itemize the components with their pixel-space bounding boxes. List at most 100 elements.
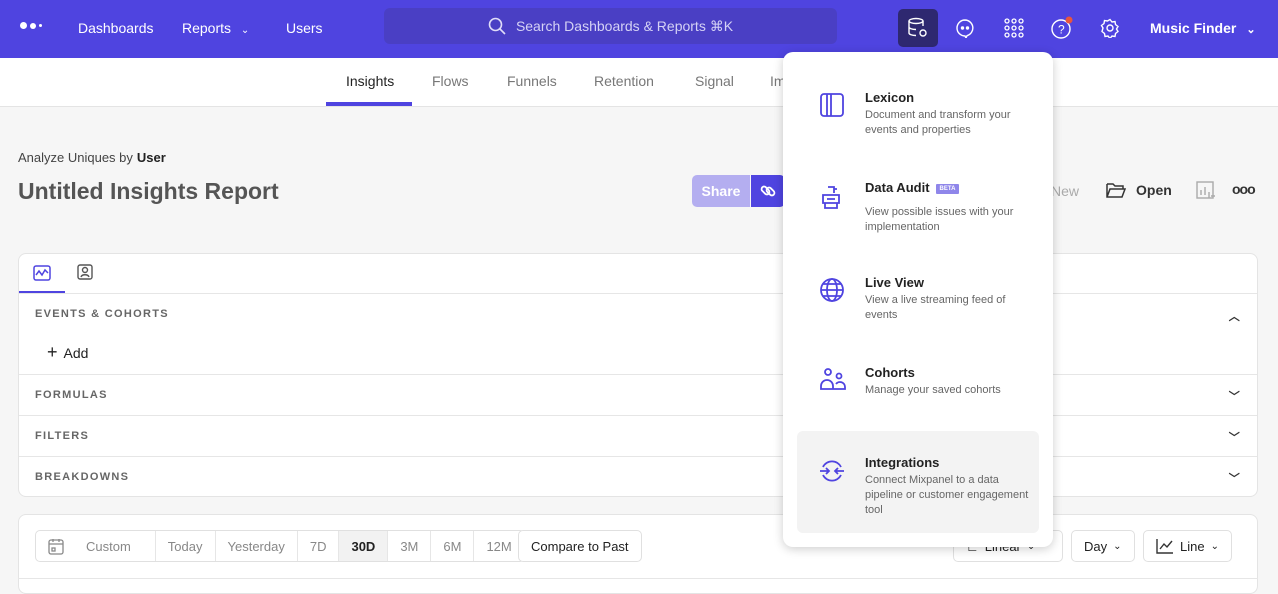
- menu-item-cohorts[interactable]: Cohorts Manage your saved cohorts: [797, 357, 1039, 427]
- data-management-menu: Lexicon Document and transform your even…: [783, 52, 1053, 547]
- globe-icon: [820, 278, 844, 302]
- range-3m[interactable]: 3M: [388, 531, 432, 561]
- link-icon: [760, 185, 776, 197]
- report-title[interactable]: Untitled Insights Report: [18, 178, 279, 204]
- settings-icon[interactable]: [1090, 9, 1130, 47]
- menu-item-title: Lexicon: [865, 90, 915, 105]
- menu-item-desc: View a live streaming feed of events: [865, 294, 1006, 321]
- open-button[interactable]: Open: [1106, 181, 1172, 199]
- chart-icon: [33, 264, 51, 281]
- menu-item-desc: Connect Mixpanel to a data pipeline or c…: [865, 474, 1029, 516]
- active-tab-indicator: [326, 102, 412, 106]
- chevron-down-icon: ﹀: [1228, 432, 1241, 444]
- users-icon: [820, 368, 846, 390]
- tab-insights[interactable]: Insights: [346, 73, 395, 89]
- range-custom[interactable]: Custom: [36, 531, 156, 561]
- svg-text:?: ?: [1058, 23, 1065, 37]
- nav-users[interactable]: Users: [286, 20, 323, 36]
- tab-metrics[interactable]: [19, 254, 65, 293]
- chevron-down-icon: ⌄: [240, 25, 250, 36]
- formulas-section[interactable]: FORMULAS ﹀: [19, 374, 1257, 415]
- open-label: Open: [1136, 182, 1172, 198]
- menu-item-title: Integrations: [865, 455, 940, 470]
- section-label: EVENTS & COHORTS: [35, 308, 169, 320]
- project-selector[interactable]: Music Finder ⌄: [1150, 20, 1256, 36]
- data-audit-icon: [822, 186, 840, 209]
- logo-icon[interactable]: [20, 22, 42, 29]
- section-label: FORMULAS: [35, 389, 108, 401]
- chevron-down-icon: ⌄: [1113, 540, 1122, 552]
- line-chart-icon: [1156, 539, 1173, 554]
- date-range-selector: Custom Today Yesterday 7D 30D 3M 6M 12M: [35, 530, 525, 562]
- menu-item-lexicon[interactable]: Lexicon Document and transform your even…: [797, 82, 1039, 152]
- nav-dashboards[interactable]: Dashboards: [78, 20, 154, 36]
- copy-link-button[interactable]: [751, 175, 785, 207]
- menu-item-live-view[interactable]: Live View View a live streaming feed of …: [797, 267, 1039, 337]
- interval-label: Day: [1084, 538, 1108, 554]
- search-placeholder: Search Dashboards & Reports ⌘K: [515, 17, 734, 34]
- chevron-down-icon: ﹀: [1228, 473, 1241, 485]
- nav-reports[interactable]: Reports ⌄: [182, 20, 249, 36]
- plus-icon: +: [47, 342, 58, 362]
- menu-item-desc: View possible issues with your implement…: [865, 206, 1014, 233]
- range-today[interactable]: Today: [156, 531, 216, 561]
- filters-section[interactable]: FILTERS ﹀: [19, 415, 1257, 456]
- more-options-icon[interactable]: ooo: [1232, 181, 1256, 197]
- section-label: BREAKDOWNS: [35, 471, 130, 483]
- tab-people[interactable]: [77, 264, 93, 285]
- help-icon[interactable]: ?: [1042, 9, 1082, 47]
- new-button[interactable]: New: [1051, 183, 1080, 199]
- tab-flows[interactable]: Flows: [432, 73, 469, 89]
- tab-signal[interactable]: Signal: [695, 73, 734, 89]
- menu-item-title: Data Audit BETA: [865, 180, 960, 195]
- analyze-value[interactable]: User: [136, 150, 166, 165]
- add-label: Add: [63, 345, 89, 361]
- menu-item-title-text: Data Audit: [865, 180, 930, 195]
- project-name: Music Finder: [1150, 20, 1237, 36]
- chevron-up-icon[interactable]: ︿: [1228, 311, 1241, 323]
- interval-selector[interactable]: Day ⌄: [1071, 530, 1135, 562]
- menu-item-data-audit[interactable]: Data Audit BETA View possible issues with…: [797, 172, 1039, 242]
- range-label: Custom: [86, 538, 131, 554]
- person-card-icon: [77, 264, 93, 280]
- chart-type-selector[interactable]: Line ⌄: [1143, 530, 1232, 562]
- menu-item-title: Cohorts: [865, 365, 915, 380]
- range-12m[interactable]: 12M: [486, 538, 512, 554]
- nav-reports-label: Reports: [182, 20, 232, 36]
- menu-item-desc: Manage your saved cohorts: [865, 384, 1001, 396]
- range-7d[interactable]: 7D: [298, 531, 340, 561]
- menu-item-desc: Document and transform your events and p…: [865, 109, 1011, 136]
- menu-item-integrations[interactable]: Integrations Connect Mixpanel to a data …: [797, 431, 1039, 533]
- search-input[interactable]: Search Dashboards & Reports ⌘K: [384, 8, 837, 44]
- analyze-label: Analyze Uniques by: [18, 150, 133, 165]
- analyze-by: Analyze Uniques by User: [18, 150, 166, 165]
- range-6m[interactable]: 6M: [431, 531, 475, 561]
- lexicon-icon: [820, 93, 844, 117]
- search-icon: [488, 17, 506, 35]
- data-management-icon[interactable]: [898, 9, 938, 47]
- share-button[interactable]: Share: [692, 175, 750, 207]
- chevron-down-icon: ⌄: [1246, 24, 1256, 36]
- top-bar: Dashboards Reports ⌄ Users Search Dashbo…: [0, 0, 1278, 58]
- beta-badge: BETA: [935, 183, 960, 194]
- chart-type-label: Line: [1180, 538, 1205, 554]
- range-yesterday[interactable]: Yesterday: [216, 531, 298, 561]
- range-30d[interactable]: 30D: [339, 531, 389, 561]
- breakdowns-section[interactable]: BREAKDOWNS ﹀: [19, 456, 1257, 497]
- chevron-down-icon: ⌄: [1210, 540, 1219, 552]
- calendar-icon: [48, 538, 64, 555]
- section-label: FILTERS: [35, 430, 90, 442]
- report-tabs: Insights Flows Funnels Retention Signal …: [0, 58, 1278, 107]
- folder-icon: [1106, 183, 1126, 198]
- integrations-icon: [820, 460, 844, 482]
- events-cohorts-section[interactable]: EVENTS & COHORTS ︿ + Add: [19, 293, 1257, 374]
- add-event-button[interactable]: + Add: [47, 342, 88, 363]
- query-builder-card: EVENTS & COHORTS ︿ + Add FORMULAS ﹀ FILTERS…: [18, 253, 1258, 497]
- tab-funnels[interactable]: Funnels: [507, 73, 557, 89]
- apps-grid-icon[interactable]: [994, 9, 1034, 47]
- add-to-dashboard-icon[interactable]: [1196, 181, 1216, 201]
- compare-to-past-button[interactable]: Compare to Past: [518, 530, 642, 562]
- chat-icon[interactable]: [945, 9, 985, 47]
- tab-retention[interactable]: Retention: [594, 73, 654, 89]
- chevron-down-icon: ﹀: [1228, 391, 1241, 403]
